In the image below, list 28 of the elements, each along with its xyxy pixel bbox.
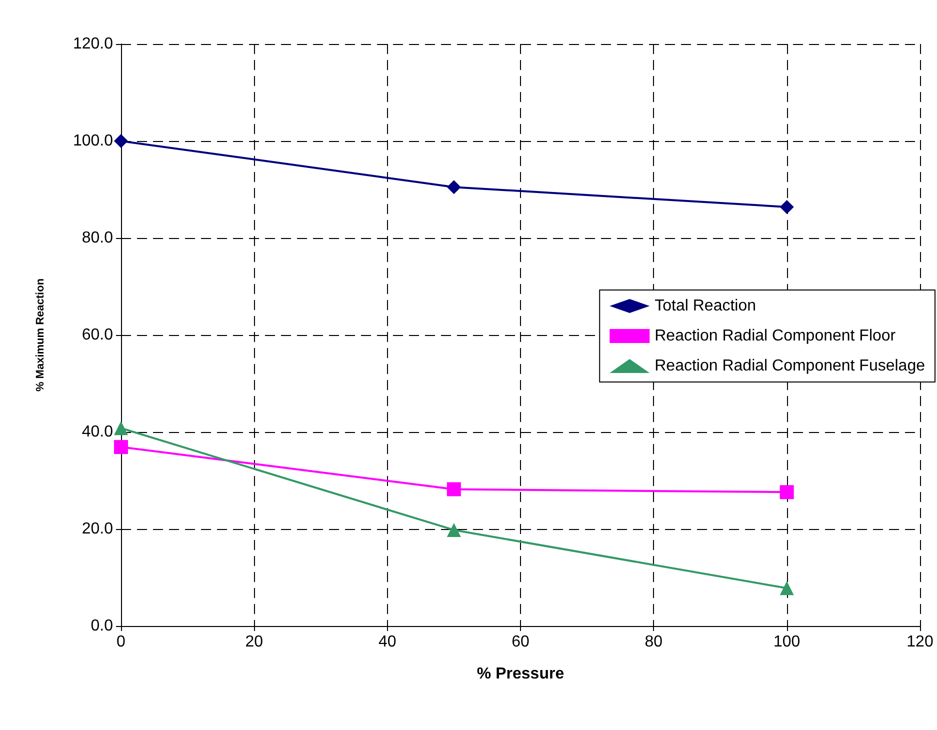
- x-tick-label: 60: [512, 634, 530, 650]
- x-tick-label: 80: [644, 634, 663, 650]
- point: [114, 440, 128, 454]
- legend-label: Reaction Radial Component Floor: [654, 328, 896, 344]
- y-tick-label: 40.0: [82, 424, 114, 440]
- y-axis-title: % Maximum Reaction: [34, 278, 46, 392]
- x-tick-label: 0: [116, 634, 126, 650]
- point: [446, 180, 461, 194]
- y-tick-label: 0.0: [90, 618, 114, 634]
- point: [446, 482, 461, 496]
- y-tick-label: 120.0: [72, 36, 114, 52]
- point: [114, 421, 128, 436]
- y-tick-label: 100.0: [72, 132, 114, 150]
- point: [446, 522, 461, 537]
- x-tick-label: 40: [378, 634, 396, 650]
- point: [780, 581, 794, 596]
- point: [114, 134, 128, 148]
- x-axis-title: % Pressure: [476, 666, 564, 682]
- x-tick-label: 100: [773, 634, 800, 650]
- legend-label: Total Reaction: [654, 298, 756, 314]
- x-tick-label: 20: [245, 634, 264, 650]
- point: [780, 200, 794, 214]
- y-tick-label: 60.0: [82, 326, 114, 344]
- y-tick-label: 80.0: [82, 230, 114, 246]
- y-tick-label: 20.0: [82, 520, 114, 538]
- x-tick-label: 120: [906, 634, 934, 650]
- legend-label: Reaction Radial Component Fuselage: [654, 358, 926, 374]
- point: [780, 485, 794, 500]
